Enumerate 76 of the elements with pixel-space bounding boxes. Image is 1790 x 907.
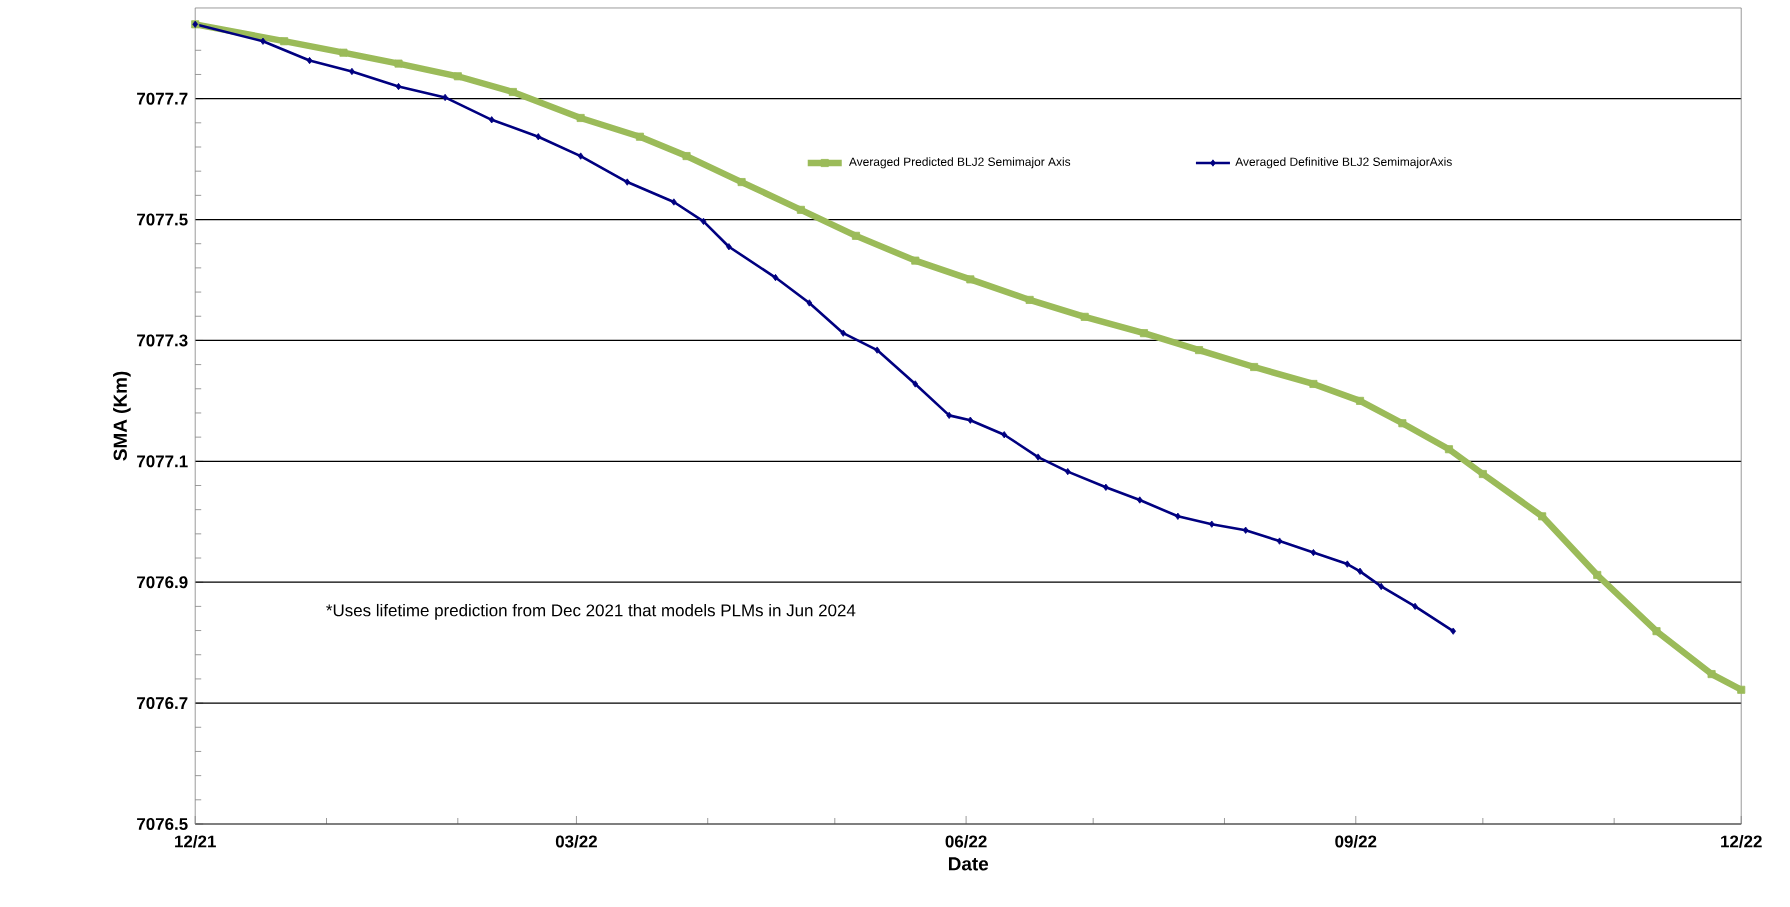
x-tick-label: 06/22 xyxy=(945,835,987,848)
y-tick-label: 7076.9 xyxy=(137,576,188,589)
point xyxy=(772,273,779,282)
point xyxy=(1175,512,1181,520)
point xyxy=(1344,560,1351,568)
point xyxy=(1242,526,1249,534)
point xyxy=(726,243,732,251)
x-tick-label: 03/22 xyxy=(555,835,597,848)
x-tick-label: 12/21 xyxy=(175,835,216,848)
point xyxy=(1208,520,1215,528)
point xyxy=(1398,419,1407,428)
point xyxy=(1250,363,1259,372)
x-axis-title: Date xyxy=(948,857,989,871)
point xyxy=(1195,346,1204,355)
point xyxy=(851,231,860,240)
point xyxy=(624,178,631,186)
y-tick-label: 7077.7 xyxy=(137,92,188,105)
point xyxy=(635,132,644,141)
point xyxy=(1001,431,1008,439)
point xyxy=(737,178,746,187)
point xyxy=(1538,512,1547,521)
point xyxy=(966,275,975,284)
point xyxy=(1593,570,1602,579)
point xyxy=(806,299,813,307)
point xyxy=(946,411,952,419)
y-tick-label: 7077.1 xyxy=(137,455,188,468)
point xyxy=(1064,467,1071,476)
point xyxy=(967,416,974,424)
point xyxy=(1276,537,1283,545)
point xyxy=(508,87,517,96)
point xyxy=(1652,627,1661,636)
point xyxy=(671,198,677,206)
x-tick-label: 12/22 xyxy=(1721,835,1762,848)
point xyxy=(1309,379,1318,388)
point xyxy=(912,380,919,388)
point xyxy=(1356,396,1365,405)
point xyxy=(874,346,880,354)
point xyxy=(260,37,266,45)
point xyxy=(306,56,313,65)
point xyxy=(488,116,495,124)
point xyxy=(577,152,584,160)
point xyxy=(453,72,462,81)
point xyxy=(1103,483,1109,491)
point xyxy=(1450,627,1457,635)
y-axis-title: SMA (Km) xyxy=(113,371,131,461)
point xyxy=(1444,445,1453,454)
point xyxy=(1412,602,1418,610)
point xyxy=(1478,470,1487,479)
point xyxy=(394,59,403,68)
point xyxy=(1136,496,1143,504)
legend-label: Averaged Definitive BLJ2 SemimajorAxis xyxy=(1235,157,1452,169)
point xyxy=(1025,295,1034,304)
y-tick-label: 7076.5 xyxy=(137,818,188,830)
point xyxy=(576,113,585,122)
y-tick-label: 7077.5 xyxy=(137,213,188,226)
point xyxy=(682,152,691,161)
point xyxy=(1310,548,1317,557)
point xyxy=(535,133,542,141)
y-tick-label: 7077.3 xyxy=(137,334,188,347)
legend-label: Averaged Predicted BLJ2 Semimajor Axis xyxy=(848,157,1071,169)
point xyxy=(395,82,402,91)
point xyxy=(1080,312,1089,321)
point xyxy=(280,37,289,46)
point xyxy=(796,205,805,214)
point xyxy=(339,48,348,57)
annotation: *Uses lifetime prediction from Dec 2021 that models PLMs in Jun 2024 xyxy=(326,603,856,620)
point xyxy=(1707,670,1716,679)
point xyxy=(840,329,847,337)
point xyxy=(1357,567,1363,575)
x-tick-label: 09/22 xyxy=(1335,835,1377,848)
point xyxy=(911,256,920,265)
y-tick-label: 7076.7 xyxy=(137,697,188,710)
point xyxy=(1140,329,1148,338)
point xyxy=(1035,453,1041,461)
point xyxy=(700,217,707,225)
point xyxy=(1737,685,1746,694)
